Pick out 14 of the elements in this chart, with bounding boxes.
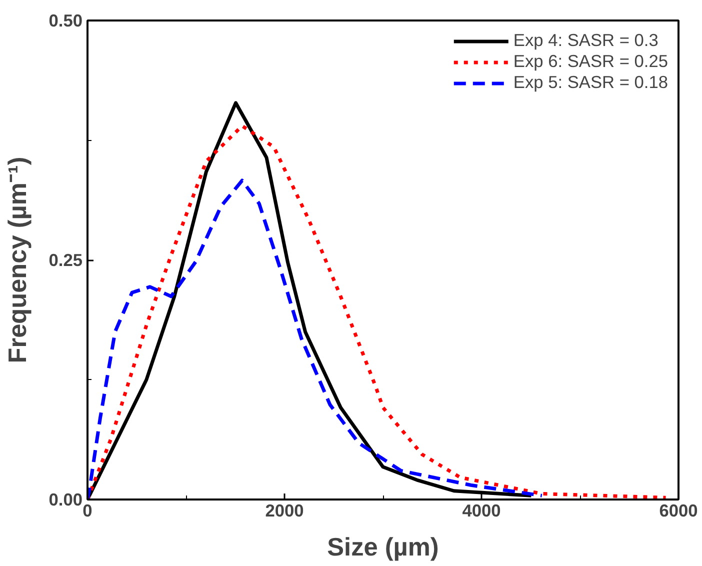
legend-label: Exp 6: SASR = 0.25 [513, 51, 668, 72]
legend-label: Exp 5: SASR = 0.18 [513, 72, 668, 93]
line-series [88, 178, 544, 500]
x-tick-label: 2000 [265, 500, 304, 520]
y-axis-title: Frequency (µm⁻¹) [4, 156, 32, 364]
x-tick-label: 0 [82, 500, 92, 520]
y-tick-label: 0.00 [48, 490, 83, 510]
line-series [88, 124, 668, 500]
legend-label: Exp 4: SASR = 0.3 [513, 30, 658, 51]
y-tick-label: 0.25 [48, 250, 83, 270]
x-tick-label: 6000 [659, 500, 698, 520]
x-tick-label: 4000 [462, 500, 501, 520]
x-axis-title: Size (µm) [327, 534, 439, 562]
y-tick-label: 0.50 [48, 10, 83, 30]
